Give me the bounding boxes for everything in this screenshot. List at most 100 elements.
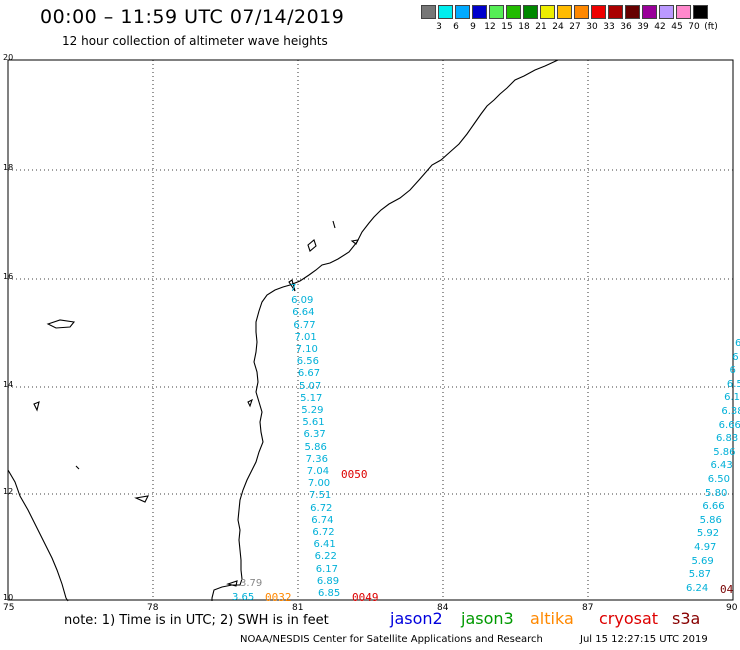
wave-height-value: 6.56 [296, 356, 319, 368]
wave-height-value: 6.5 [726, 378, 740, 390]
wave-height-value: 3.79 [240, 578, 263, 589]
wave-height-value: 7.04 [306, 466, 330, 477]
wave-height-value: 6.85 [318, 588, 341, 599]
wave-height-value: 6.37 [303, 429, 326, 441]
wave-height-value: 5.86 [699, 514, 722, 526]
colorbar-label: 27 [569, 22, 581, 32]
wave-height-value: 7.01 [294, 331, 317, 343]
colorbar-label: 45 [671, 22, 683, 32]
wave-height-value: 6.22 [314, 551, 337, 563]
colorbar-swatch [523, 5, 538, 19]
pass-id-0032: 0032 [265, 591, 292, 604]
island-small-a [33, 401, 40, 412]
credit-line: NOAA/NESDIS Center for Satellite Applica… [240, 634, 543, 645]
colorbar-swatch [421, 5, 436, 19]
colorbar-swatch [608, 5, 623, 19]
latitude-label: 18 [3, 163, 14, 172]
colorbar-label: 6 [453, 22, 459, 32]
colorbar-label: 3 [436, 22, 442, 32]
colorbar-label: 18 [518, 22, 530, 32]
island-andaman-north [288, 279, 296, 292]
pass-id-0050: 0050 [341, 468, 368, 481]
wave-height-value: 5.92 [696, 528, 720, 540]
colorbar-swatch [472, 5, 487, 19]
longitude-label: 90 [726, 603, 738, 613]
wave-height-value: 6.64 [292, 307, 315, 319]
colorbar-label: 30 [586, 22, 598, 32]
latitude-label: 12 [3, 487, 14, 496]
pass-id-04: 04 [720, 583, 734, 596]
wave-height-value: 4.97 [694, 542, 717, 553]
wave-height-value: 5.86 [713, 446, 736, 458]
colorbar-swatch [676, 5, 691, 19]
wave-height-value: 7.00 [307, 478, 331, 490]
sat-jason2: jason2 [390, 609, 443, 628]
wave-height-value: 5.86 [304, 441, 327, 453]
latitude-label: 20 [3, 53, 14, 62]
wave-height-value: 6 [732, 351, 739, 363]
wave-height-value: 3.65 [232, 592, 255, 603]
wave-height-value: 6.74 [311, 514, 334, 526]
wave-height-value: 5.80 [705, 487, 728, 499]
colorbar-label: (ft) [704, 22, 718, 32]
colorbar-swatch [506, 5, 521, 19]
colorbar-swatch [659, 5, 674, 19]
colorbar-label: 70 [688, 22, 700, 32]
wave-height-value: 7.10 [295, 344, 318, 355]
longitude-label: 87 [582, 603, 594, 613]
sat-jason3: jason3 [461, 609, 514, 628]
wave-height-value: 6.43 [710, 460, 733, 472]
coastline [7, 59, 559, 602]
island-coast-a [247, 398, 253, 408]
wave-height-value: 6.38 [721, 406, 740, 417]
island-small-b [134, 495, 149, 503]
colorbar-label: 24 [552, 22, 564, 32]
wave-height-value: 6 [735, 338, 740, 349]
wave-height-value: 6.1 [724, 392, 740, 404]
wave-height-value: 6.67 [297, 368, 321, 380]
map-title: 00:00 – 11:59 UTC 07/14/2019 [40, 6, 345, 28]
wave-height-value: 6 [729, 365, 736, 377]
wave-height-value: 5.07 [298, 380, 322, 392]
wave-height-value: 6.72 [310, 502, 333, 514]
map-frame [7, 59, 734, 601]
wave-height-value: 5.29 [301, 405, 324, 416]
colorbar-label: 21 [535, 22, 547, 32]
colorbar-swatch [591, 5, 606, 19]
colorbar-label: 42 [654, 22, 666, 32]
colorbar-swatch [557, 5, 572, 19]
colorbar-swatch [489, 5, 504, 19]
colorbar-swatch [693, 5, 708, 19]
wave-height-value: 6.09 [291, 295, 314, 307]
wave-height-value: 6.41 [313, 539, 336, 551]
colorbar-swatch [540, 5, 555, 19]
colorbar-label: 36 [620, 22, 632, 32]
sat-cryosat: cryosat [599, 609, 659, 628]
wave-height-value: 6.24 [686, 582, 709, 594]
colorbar-swatch [625, 5, 640, 19]
wave-height-value: 7.51 [309, 490, 332, 502]
colorbar-label: 39 [637, 22, 649, 32]
wave-height-value: 7.36 [305, 453, 328, 465]
wave-height-value: 6.66 [718, 419, 740, 431]
colorbar-label: 12 [484, 22, 496, 32]
wave-height-value: 6.77 [293, 319, 316, 331]
colorbar-swatch [438, 5, 453, 19]
longitude-label: 75 [3, 603, 15, 613]
colorbar-label: 15 [501, 22, 513, 32]
latitude-label: 14 [3, 380, 14, 389]
island-andaman-mid [307, 239, 317, 252]
latitude-label: 16 [3, 272, 14, 281]
latitude-label: 10 [3, 593, 14, 602]
coastline-india-east [211, 59, 559, 601]
map-subtitle: 12 hour collection of altimeter wave hei… [62, 34, 328, 48]
colorbar-swatch [642, 5, 657, 19]
longitude-label: 81 [292, 603, 304, 613]
wave-height-value: 6.50 [707, 474, 731, 485]
wave-height-value: 6.83 [715, 433, 739, 445]
colorbar-label: 33 [603, 22, 615, 32]
wave-height-value: 5.61 [302, 417, 325, 429]
lat-lon-grid [8, 60, 733, 600]
wave-height-value: 6.66 [702, 501, 725, 513]
longitude-label: 84 [437, 603, 449, 613]
